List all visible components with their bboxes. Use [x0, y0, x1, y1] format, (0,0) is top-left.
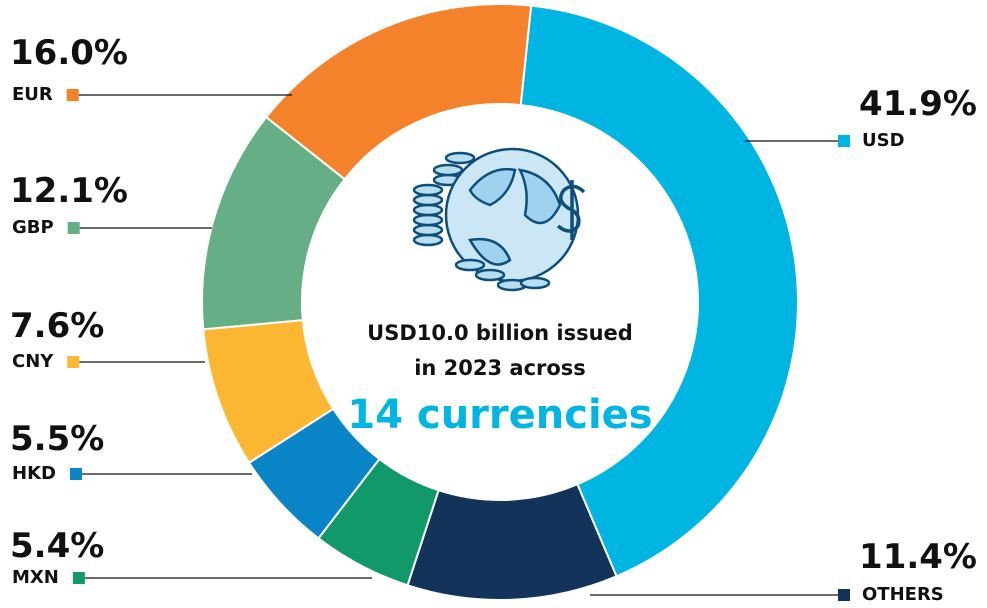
- center-highlight: 14 currencies: [347, 392, 652, 438]
- slice: [264, 3, 533, 181]
- legend-swatch: [67, 222, 80, 234]
- legend-swatch: [69, 468, 82, 480]
- category-label: EUR: [12, 84, 53, 105]
- value-label: 12.1%: [10, 171, 128, 211]
- category-label: MXN: [12, 567, 59, 588]
- slice: [406, 482, 618, 601]
- category-label: OTHERS: [862, 584, 944, 605]
- legend-swatch: [838, 589, 850, 601]
- center-text: in 2023 across: [414, 356, 586, 380]
- category-label: CNY: [12, 351, 54, 372]
- legend-swatch: [67, 356, 80, 368]
- value-label: 11.4%: [859, 537, 977, 577]
- center-text: USD10.0 billion issued: [367, 321, 633, 345]
- value-label: 7.6%: [10, 306, 104, 346]
- legend-swatch: [838, 135, 850, 147]
- legend-swatch: [66, 89, 79, 101]
- value-label: 5.4%: [10, 526, 104, 566]
- donut: [201, 3, 799, 601]
- slice: [519, 4, 799, 578]
- category-label: HKD: [12, 463, 56, 484]
- globe-icon: [412, 147, 586, 292]
- value-label: 41.9%: [859, 84, 977, 124]
- category-label: USD: [862, 130, 905, 151]
- legend-swatch: [72, 572, 85, 584]
- value-label: 16.0%: [10, 33, 128, 73]
- value-label: 5.5%: [10, 419, 104, 459]
- category-label: GBP: [12, 217, 54, 238]
